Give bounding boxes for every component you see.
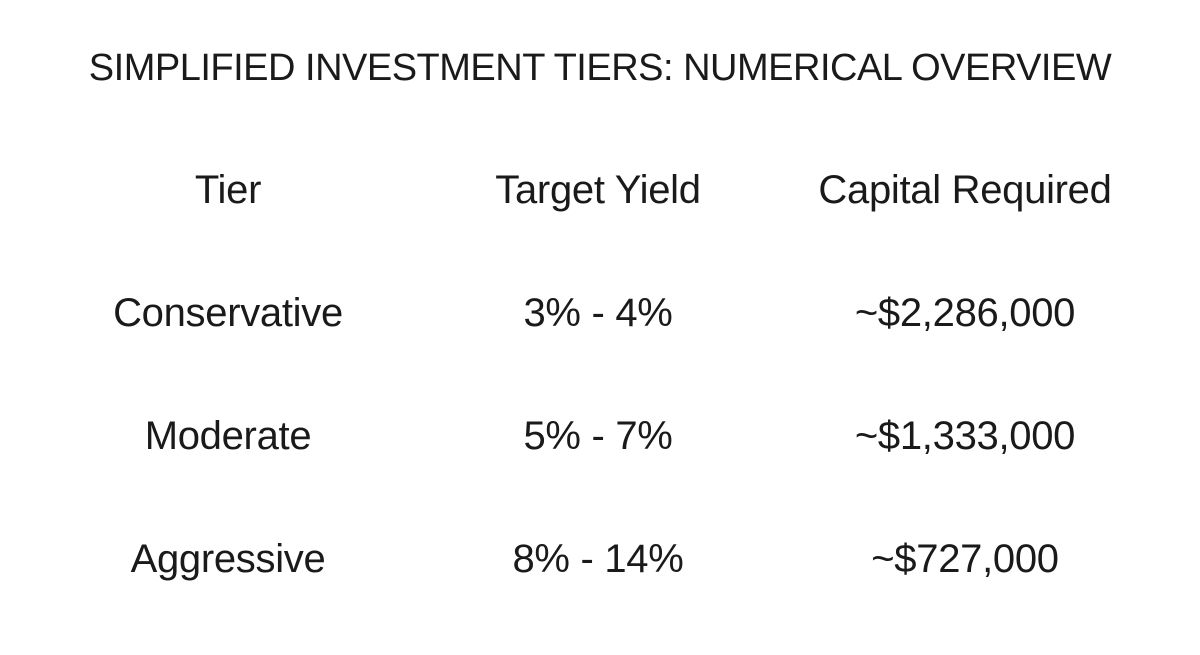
table-cell-tier: Aggressive	[130, 537, 326, 581]
table-cell-capital-required: ~$2,286,000	[854, 291, 1076, 335]
column-header-tier: Tier	[194, 168, 262, 212]
page-title: SIMPLIFIED INVESTMENT TIERS: NUMERICAL O…	[88, 47, 1112, 89]
table-cell-tier: Moderate	[144, 414, 312, 458]
column-header-capital-required: Capital Required	[818, 168, 1112, 212]
column-header-target-yield: Target Yield	[495, 168, 701, 212]
table-cell-tier: Conservative	[113, 291, 343, 335]
table-cell-target-yield: 8% - 14%	[512, 537, 684, 581]
table-cell-target-yield: 3% - 4%	[523, 291, 673, 335]
table-cell-capital-required: ~$1,333,000	[854, 414, 1076, 458]
table-cell-target-yield: 5% - 7%	[523, 414, 673, 458]
table-cell-capital-required: ~$727,000	[871, 537, 1059, 581]
